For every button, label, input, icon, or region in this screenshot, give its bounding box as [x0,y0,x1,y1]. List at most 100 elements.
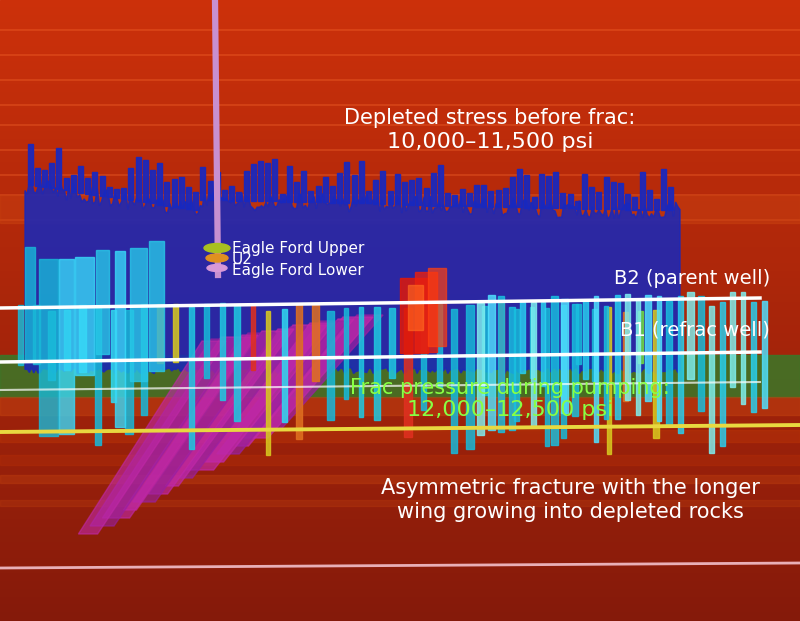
Ellipse shape [204,243,230,253]
Bar [495,190,501,207]
Bar [222,191,227,201]
Bar [635,299,639,415]
Bar [0,396,800,404]
Polygon shape [102,337,255,518]
Bar [373,179,378,204]
Bar [614,295,619,419]
Polygon shape [78,341,226,534]
Bar [0,543,800,551]
Bar [75,257,94,375]
Bar [437,304,442,387]
Bar [487,295,494,430]
Bar [0,31,800,39]
Bar [0,582,800,590]
Bar [645,295,651,401]
Ellipse shape [206,254,228,262]
Bar [78,166,83,193]
Text: Eagle Ford Upper: Eagle Ford Upper [232,240,364,255]
Bar [0,171,800,179]
Bar [553,172,558,208]
Bar [0,39,800,47]
Bar [591,309,597,381]
Bar [646,190,652,210]
Bar [0,303,800,310]
Bar [509,307,514,430]
Bar [530,307,534,378]
Polygon shape [259,315,383,430]
Bar [0,70,800,78]
Bar [657,296,661,421]
Bar [0,47,800,55]
Bar [0,605,800,613]
Bar [0,481,800,489]
Bar [296,304,302,439]
Bar [0,256,800,264]
Bar [517,170,522,207]
Bar [445,193,450,206]
Bar [0,520,800,528]
Bar [308,191,314,202]
Bar [351,175,357,203]
Bar [604,306,608,419]
Bar [0,388,800,396]
Bar [466,305,474,449]
Text: Depleted stress before frac:: Depleted stress before frac: [344,108,636,128]
Bar [0,24,800,31]
Bar [0,148,800,155]
Bar [258,161,263,201]
Bar [0,93,800,101]
Bar [0,504,800,512]
Bar [415,272,437,352]
Bar [408,285,423,330]
Bar [366,191,371,203]
Bar [477,303,484,435]
Bar [343,308,347,399]
Bar [0,559,800,567]
Bar [207,181,213,200]
Polygon shape [123,335,258,510]
Bar [0,186,800,194]
Bar [0,78,800,86]
Bar [121,188,126,199]
Bar [622,312,627,401]
Bar [0,117,800,124]
Bar [0,279,800,287]
Bar [394,174,400,204]
Bar [0,455,800,465]
Bar [524,175,530,207]
Bar [0,475,800,483]
Bar [106,187,112,197]
Bar [0,574,800,582]
Bar [0,442,800,450]
Bar [286,166,292,202]
Bar [115,251,125,427]
Bar [265,163,270,201]
Bar [111,310,116,402]
Text: U2: U2 [232,252,253,266]
Bar [530,302,535,427]
Bar [625,294,630,400]
Bar [0,357,800,365]
Bar [687,292,694,379]
Bar [0,326,800,334]
Bar [0,380,800,388]
Bar [135,158,141,201]
Bar [452,195,458,206]
Bar [520,302,525,373]
Bar [0,427,800,435]
Bar [571,304,578,416]
Bar [466,193,472,206]
Bar [0,512,800,520]
Bar [189,307,194,449]
Bar [0,473,800,481]
Bar [200,167,206,200]
Bar [0,86,800,93]
Bar [380,171,386,204]
Bar [550,296,558,445]
Polygon shape [205,323,334,462]
Bar [130,248,147,381]
Bar [150,170,155,204]
Polygon shape [90,339,241,526]
Bar [589,187,594,209]
Bar [33,305,39,364]
